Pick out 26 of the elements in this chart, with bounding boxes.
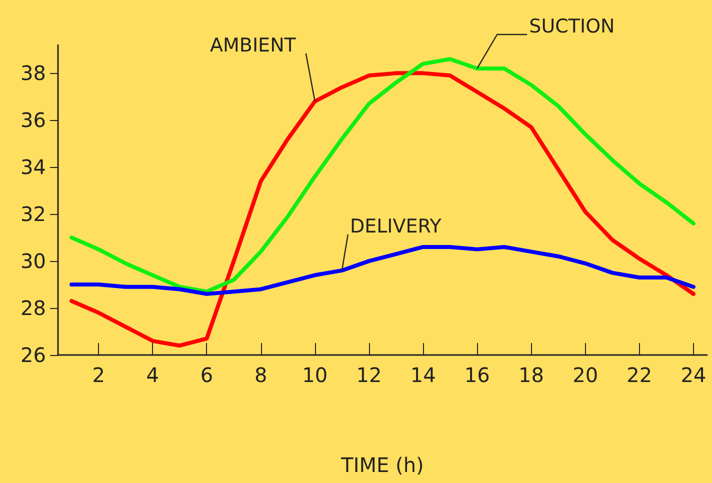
text: SUCTION — [529, 15, 615, 38]
x-tick-label: 4 — [146, 363, 160, 387]
y-tick-label: 38 — [20, 61, 46, 86]
x-tick-label: 10 — [302, 363, 328, 387]
y-tick-label: 36 — [20, 108, 46, 132]
text: AMBIENT — [210, 34, 296, 56]
y-tick-label: 34 — [20, 155, 46, 180]
x-tick-label: 8 — [254, 363, 268, 387]
x-tick-label: 22 — [626, 363, 652, 387]
y-tick-label: 26 — [20, 343, 46, 367]
y-tick-label: 30 — [20, 249, 46, 274]
x-axis-title: TIME (h) — [340, 453, 424, 477]
x-tick-label: 24 — [680, 363, 706, 387]
x-tick-label: 6 — [200, 363, 214, 387]
x-tick-label: 18 — [518, 363, 544, 387]
line-series — [70, 57, 696, 294]
x-tick-label: 20 — [572, 363, 598, 387]
x-tick-label: 2 — [92, 363, 105, 387]
line-series — [70, 71, 696, 348]
x-tick-label: 12 — [356, 363, 382, 387]
y-tick-label: 28 — [20, 296, 46, 320]
x-tick-label: 14 — [410, 363, 436, 387]
x-tick-label: 16 — [464, 363, 490, 387]
series-label: DELIVERY — [350, 215, 442, 238]
y-tick-label: 32 — [20, 202, 46, 226]
line-series — [70, 244, 696, 296]
